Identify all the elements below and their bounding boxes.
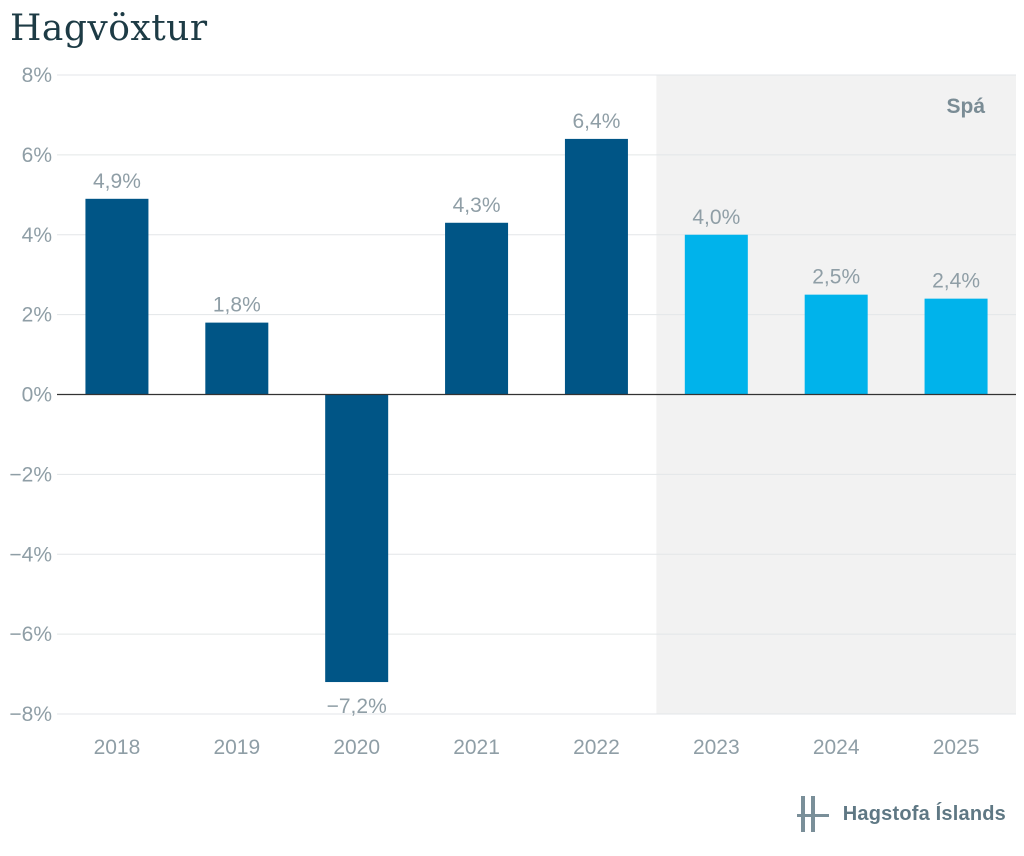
chart-title: Hagvöxtur [10, 8, 208, 49]
data-label: 4,0% [692, 206, 740, 229]
y-tick-label: 4% [22, 224, 52, 247]
x-tick-label: 2019 [213, 736, 260, 759]
x-tick-label: 2024 [813, 736, 860, 759]
data-label: 4,9% [93, 170, 141, 193]
bar-chart: 8% 6% 4% 2% 0% −2% −4% −6% −8% Spá 4,9% 2018 1,8% 201… [9, 64, 1016, 759]
bar-2023 [684, 234, 748, 395]
y-tick-label: −6% [9, 623, 52, 646]
y-tick-label: −8% [9, 703, 52, 726]
x-tick-label: 2023 [693, 736, 740, 759]
x-tick-label: 2025 [933, 736, 980, 759]
bar-2024 [804, 294, 868, 395]
x-tick-label: 2018 [94, 736, 141, 759]
bar-2022 [564, 138, 628, 395]
y-tick-label: −2% [9, 463, 52, 486]
y-tick-label: 6% [22, 144, 52, 167]
bar-2025 [924, 298, 988, 395]
data-label: 1,8% [213, 294, 261, 317]
x-tick-label: 2020 [333, 736, 380, 759]
x-tick-label: 2021 [453, 736, 500, 759]
brand-footer: Hagstofa Íslands [796, 794, 1006, 834]
y-tick-label: −4% [9, 543, 52, 566]
data-label: 2,5% [812, 266, 860, 289]
bar-2021 [445, 222, 509, 395]
brand-name: Hagstofa Íslands [842, 802, 1006, 825]
data-label: −7,2% [327, 695, 387, 718]
x-tick-label: 2022 [573, 736, 620, 759]
data-label: 6,4% [573, 110, 621, 133]
y-tick-label: 2% [22, 304, 52, 327]
y-tick-label: 0% [22, 384, 52, 407]
bar-2018 [85, 198, 149, 395]
data-label: 2,4% [932, 270, 980, 293]
bar-2020 [325, 394, 389, 683]
hagstofa-logo-icon [796, 796, 829, 832]
data-label: 4,3% [453, 194, 501, 217]
y-tick-label: 8% [22, 64, 52, 87]
bar-2019 [205, 322, 269, 395]
forecast-label: Spá [946, 95, 985, 118]
